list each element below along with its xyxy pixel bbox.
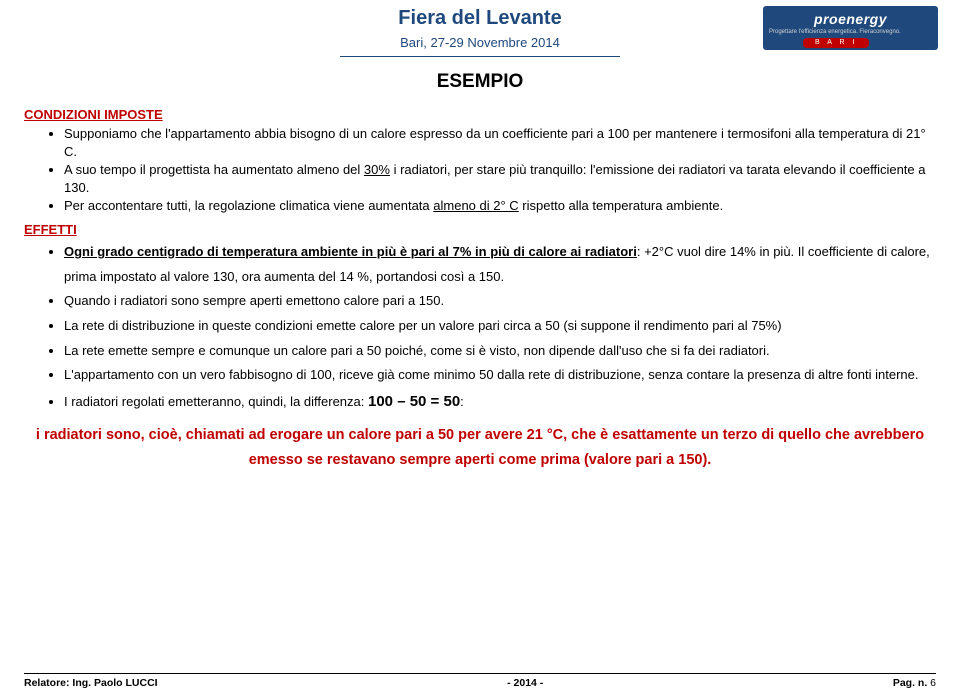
list-text: A suo tempo il progettista ha aumentato …	[64, 162, 364, 177]
effetti-list: Ogni grado centigrado di temperatura amb…	[24, 240, 936, 417]
list-item: La rete di distribuzione in queste condi…	[64, 314, 936, 339]
list-item: L'appartamento con un vero fabbisogno di…	[64, 363, 936, 388]
footer-page-label: Pag. n.	[893, 677, 930, 689]
list-text: Per accontentare tutti, la regolazione c…	[64, 198, 433, 213]
list-item: I radiatori regolati emetteranno, quindi…	[64, 388, 936, 417]
list-item: Quando i radiatori sono sempre aperti em…	[64, 289, 936, 314]
list-item: La rete emette sempre e comunque un calo…	[64, 339, 936, 364]
list-item: A suo tempo il progettista ha aumentato …	[64, 161, 936, 196]
list-text: :	[460, 394, 464, 409]
list-text: I radiatori regolati emetteranno, quindi…	[64, 394, 368, 409]
footer-year: - 2014 -	[507, 676, 543, 691]
conclusion-text: i radiatori sono, cioè, chiamati ad erog…	[24, 423, 936, 474]
list-item: Ogni grado centigrado di temperatura amb…	[64, 240, 936, 289]
list-item: Per accontentare tutti, la regolazione c…	[64, 197, 936, 215]
page-header: Fiera del Levante Bari, 27-29 Novembre 2…	[0, 0, 960, 57]
condizioni-list: Supponiamo che l'appartamento abbia biso…	[24, 125, 936, 215]
footer-author: Relatore: Ing. Paolo LUCCI	[24, 676, 158, 691]
list-text: Supponiamo che l'appartamento abbia biso…	[64, 126, 926, 159]
list-text: rispetto alla temperatura ambiente.	[519, 198, 724, 213]
list-text: La rete emette sempre e comunque un calo…	[64, 343, 770, 358]
footer-page: Pag. n. 6	[893, 676, 936, 691]
page-footer: Relatore: Ing. Paolo LUCCI - 2014 - Pag.…	[24, 673, 936, 691]
section-effetti-label: EFFETTI	[24, 221, 936, 239]
header-underline	[340, 56, 620, 57]
brand-logo: proenergy Progettare l'efficienza energe…	[763, 6, 938, 50]
page-heading: ESEMPIO	[24, 69, 936, 96]
list-text: La rete di distribuzione in queste condi…	[64, 318, 782, 333]
list-text: L'appartamento con un vero fabbisogno di…	[64, 367, 918, 382]
equation-text: 100 – 50 = 50	[368, 393, 460, 410]
brand-logo-text: proenergy	[769, 10, 932, 30]
underline-text: 30%	[364, 162, 390, 177]
section-condizioni-label: CONDIZIONI IMPOSTE	[24, 106, 936, 124]
list-text: Quando i radiatori sono sempre aperti em…	[64, 293, 444, 308]
brand-logo-city: B A R I	[803, 38, 869, 48]
bold-underline-text: Ogni grado centigrado di temperatura amb…	[64, 244, 637, 259]
footer-page-number: 6	[930, 677, 936, 689]
page-content: ESEMPIO CONDIZIONI IMPOSTE Supponiamo ch…	[0, 57, 960, 473]
list-item: Supponiamo che l'appartamento abbia biso…	[64, 125, 936, 160]
underline-text: almeno di 2° C	[433, 198, 518, 213]
brand-logo-tagline: Progettare l'efficienza energetica. Fier…	[769, 28, 901, 36]
